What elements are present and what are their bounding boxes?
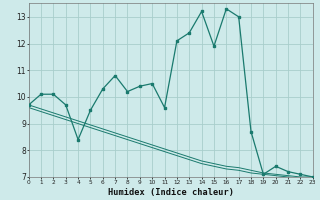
X-axis label: Humidex (Indice chaleur): Humidex (Indice chaleur) [108, 188, 234, 197]
